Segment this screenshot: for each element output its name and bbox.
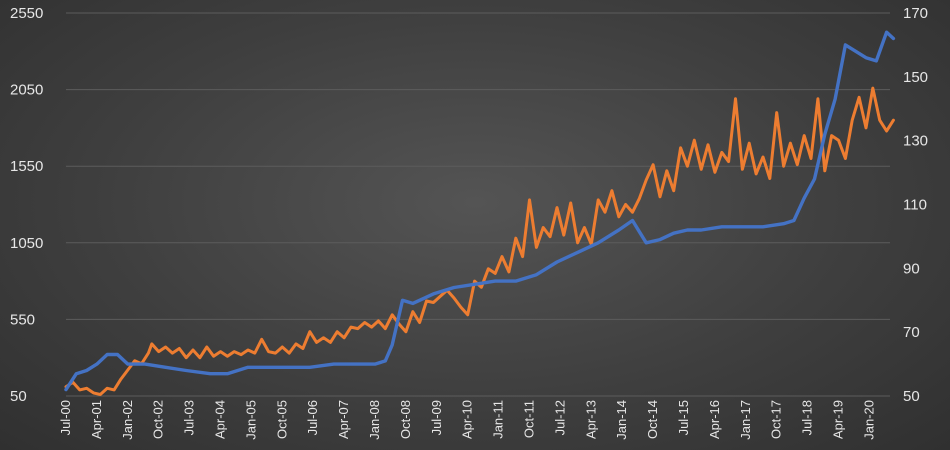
x-tick-label: Apr-01	[89, 400, 104, 439]
x-tick-label: Jul-09	[429, 400, 444, 435]
y-right-tick-label: 130	[903, 133, 928, 150]
y-left-tick-label: 1550	[10, 158, 43, 175]
x-tick-label: Apr-04	[213, 400, 228, 439]
x-tick-label: Jan-11	[491, 400, 506, 439]
x-tick-label: Oct-02	[151, 400, 166, 439]
x-tick-label: Apr-07	[336, 400, 351, 439]
x-tick-label: Oct-08	[398, 400, 413, 439]
x-tick-label: Jul-15	[676, 400, 691, 435]
y-right-tick-label: 50	[903, 388, 920, 405]
x-tick-label: Oct-11	[522, 400, 537, 438]
x-tick-label: Jan-08	[367, 400, 382, 440]
y-left-tick-label: 2050	[10, 82, 43, 99]
series-line-left-axis	[64, 86, 895, 396]
x-tick-label: Oct-05	[274, 400, 289, 439]
y-right-tick-label: 90	[903, 260, 920, 277]
x-tick-label: Oct-17	[769, 400, 784, 439]
y-left-tick-label: 2550	[10, 5, 43, 22]
x-tick-label: Apr-10	[460, 400, 475, 439]
x-tick-label: Jul-12	[552, 400, 567, 435]
y-right-tick-label: 110	[903, 197, 927, 214]
x-tick-label: Jan-17	[738, 400, 753, 440]
y-right-tick-label: 170	[903, 5, 928, 22]
y-right-tick-label: 70	[903, 324, 920, 341]
x-tick-label: Apr-16	[707, 400, 722, 439]
x-tick-label: Jan-20	[861, 400, 876, 440]
x-tick-label: Oct-14	[645, 400, 660, 439]
x-tick-label: Jul-03	[182, 400, 197, 435]
x-tick-label: Jul-06	[305, 400, 320, 435]
x-tick-label: Jan-14	[614, 400, 629, 440]
y-left-tick-label: 550	[10, 311, 35, 328]
y-right-tick-label: 150	[903, 69, 928, 86]
series-line-right-axis	[64, 30, 896, 392]
x-tick-label: Jan-05	[243, 400, 258, 440]
x-tick-label: Jan-02	[120, 400, 135, 440]
y-left-tick-label: 50	[10, 388, 27, 405]
x-tick-label: Jul-00	[58, 400, 73, 435]
x-tick-label: Apr-13	[583, 400, 598, 439]
x-tick-label: Apr-19	[831, 400, 846, 439]
y-left-tick-label: 1050	[10, 235, 43, 252]
x-tick-label: Jul-18	[800, 400, 815, 435]
